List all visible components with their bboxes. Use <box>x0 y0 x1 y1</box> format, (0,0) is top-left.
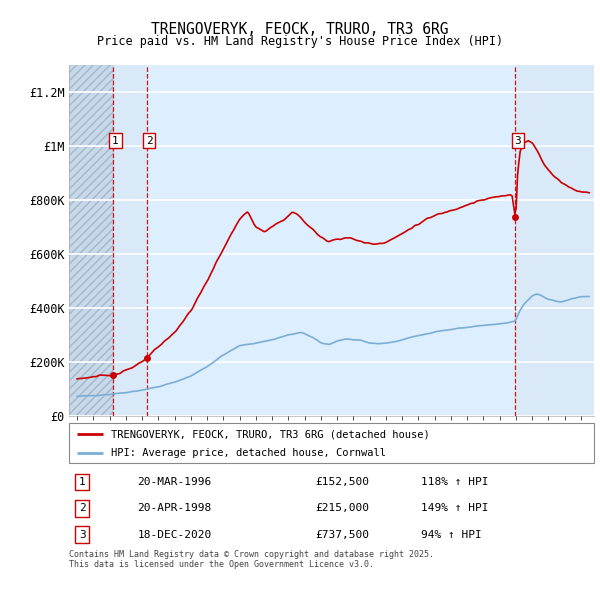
Text: TRENGOVERYK, FEOCK, TRURO, TR3 6RG: TRENGOVERYK, FEOCK, TRURO, TR3 6RG <box>151 22 449 37</box>
Bar <box>69 65 113 416</box>
Text: 20-APR-1998: 20-APR-1998 <box>137 503 212 513</box>
Text: 149% ↑ HPI: 149% ↑ HPI <box>421 503 488 513</box>
Text: £152,500: £152,500 <box>316 477 370 487</box>
Text: £737,500: £737,500 <box>316 530 370 540</box>
Text: 2: 2 <box>146 136 152 146</box>
Text: 1: 1 <box>79 477 86 487</box>
Text: 3: 3 <box>514 136 521 146</box>
Text: TRENGOVERYK, FEOCK, TRURO, TR3 6RG (detached house): TRENGOVERYK, FEOCK, TRURO, TR3 6RG (deta… <box>111 430 430 440</box>
Text: 18-DEC-2020: 18-DEC-2020 <box>137 530 212 540</box>
Text: HPI: Average price, detached house, Cornwall: HPI: Average price, detached house, Corn… <box>111 448 386 458</box>
Bar <box>69 65 113 416</box>
Text: 1: 1 <box>112 136 119 146</box>
Text: 118% ↑ HPI: 118% ↑ HPI <box>421 477 488 487</box>
Bar <box>113 65 147 416</box>
Text: 3: 3 <box>79 530 86 540</box>
Text: 2: 2 <box>79 503 86 513</box>
Bar <box>515 65 594 416</box>
Text: Contains HM Land Registry data © Crown copyright and database right 2025.
This d: Contains HM Land Registry data © Crown c… <box>69 550 434 569</box>
Text: 20-MAR-1996: 20-MAR-1996 <box>137 477 212 487</box>
Text: 94% ↑ HPI: 94% ↑ HPI <box>421 530 482 540</box>
Text: £215,000: £215,000 <box>316 503 370 513</box>
Text: Price paid vs. HM Land Registry's House Price Index (HPI): Price paid vs. HM Land Registry's House … <box>97 35 503 48</box>
